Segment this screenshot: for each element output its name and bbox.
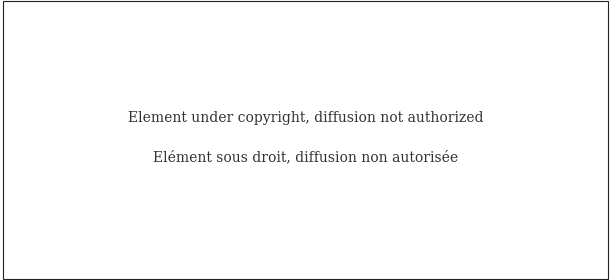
Text: Element under copyright, diffusion not authorized: Element under copyright, diffusion not a… (128, 111, 483, 125)
Text: Elément sous droit, diffusion non autorisée: Elément sous droit, diffusion non autori… (153, 150, 458, 164)
